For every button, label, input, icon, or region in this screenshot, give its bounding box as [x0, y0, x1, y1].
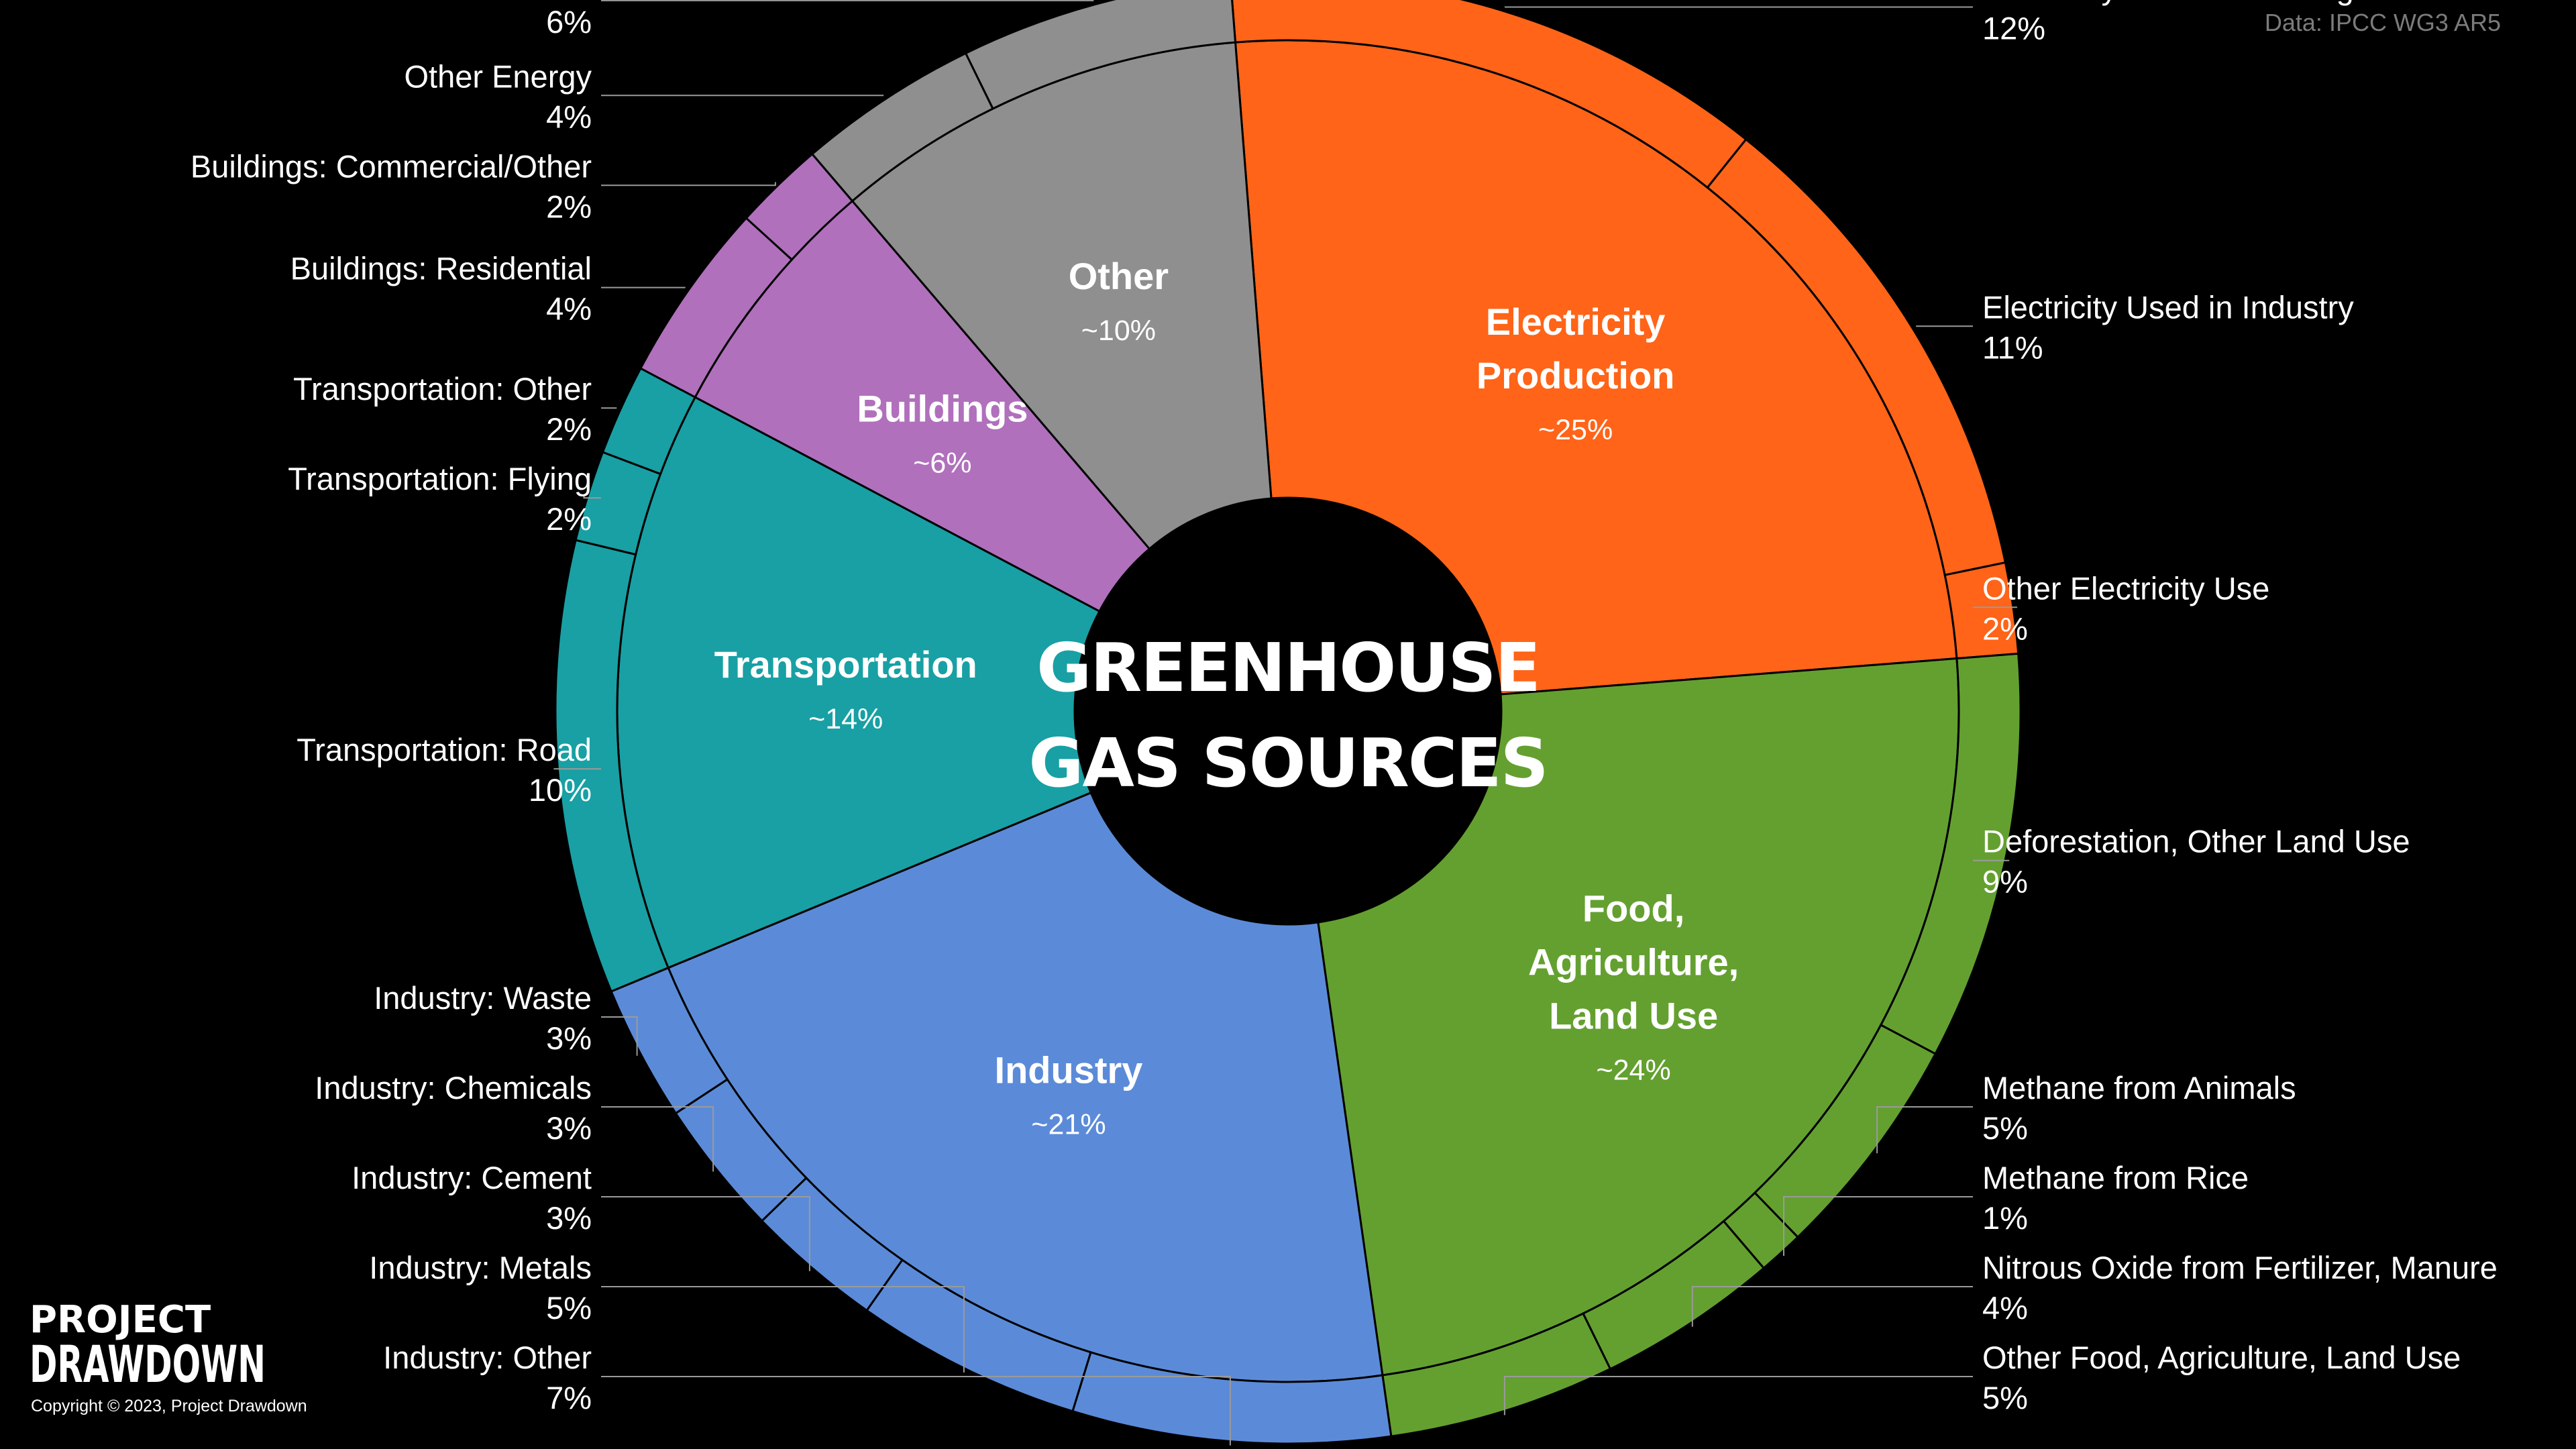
sub-value-transportation-other: 2%: [546, 411, 592, 447]
sub-value-other-energy: 4%: [546, 99, 592, 134]
sub-value-methane-from-rice: 1%: [1982, 1200, 2028, 1236]
category-label-buildings-line-1: Buildings: [857, 387, 1028, 429]
sub-value-electricity-used-in-industry: 11%: [1982, 329, 2043, 365]
category-percent-food-agriculture-land-use: ~24%: [1597, 1055, 1671, 1087]
category-label-food-agriculture-land-use-line-1: Food,: [1582, 888, 1684, 930]
sub-label-transportation-flying: Transportation: Flying: [288, 461, 592, 496]
sub-label-methane-from-rice: Methane from Rice: [1982, 1160, 2249, 1195]
sub-value-buildings-residential: 4%: [546, 291, 592, 327]
category-percent-buildings: ~6%: [913, 447, 971, 479]
category-percent-electricity-production: ~25%: [1538, 414, 1613, 446]
sub-value-buildings-commercial-other: 2%: [546, 189, 592, 224]
sub-value-industry-other: 7%: [546, 1380, 592, 1415]
sub-label-buildings-commercial-other: Buildings: Commercial/Other: [191, 148, 592, 184]
category-percent-transportation: ~14%: [808, 703, 883, 735]
category-label-electricity-production-line-2: Production: [1477, 354, 1675, 396]
subsegment-flaring-fugitive: [964, 0, 1237, 110]
sub-label-industry-metals: Industry: Metals: [369, 1250, 592, 1285]
category-label-electricity-production-line-1: Electricity: [1486, 301, 1666, 343]
sub-value-transportation-flying: 2%: [546, 501, 592, 537]
center-disc: [1075, 498, 1501, 924]
sub-label-industry-chemicals: Industry: Chemicals: [315, 1070, 592, 1106]
sub-value-methane-from-animals: 5%: [1982, 1110, 2028, 1146]
sub-value-deforestation-other-land-use: 9%: [1982, 864, 2028, 900]
sub-label-industry-cement: Industry: Cement: [352, 1160, 592, 1195]
sub-label-industry-waste: Industry: Waste: [374, 980, 592, 1016]
sub-label-deforestation-other-land-use: Deforestation, Other Land Use: [1982, 824, 2410, 859]
center-title-line-1: GREENHOUSE: [1036, 629, 1540, 707]
leader-line-industry-metals: [601, 1286, 965, 1373]
sub-value-industry-metals: 5%: [546, 1290, 592, 1326]
copyright-text: Copyright © 2023, Project Drawdown: [31, 1397, 307, 1415]
sub-value-industry-chemicals: 3%: [546, 1110, 592, 1146]
category-percent-other: ~10%: [1081, 315, 1156, 347]
leader-line-methane-from-animals: [1876, 1106, 1973, 1154]
sub-label-industry-other: Industry: Other: [383, 1340, 592, 1375]
sub-value-transportation-road: 10%: [529, 772, 592, 808]
leader-line-nitrous-oxide-from-fertilizer-manure: [1691, 1286, 1973, 1327]
sub-label-methane-from-animals: Methane from Animals: [1982, 1070, 2296, 1106]
sub-value-other-food-agriculture-land-use: 5%: [1982, 1380, 2028, 1415]
sub-label-transportation-road: Transportation: Road: [297, 732, 592, 767]
category-label-food-agriculture-land-use-line-3: Land Use: [1549, 995, 1718, 1037]
sub-label-other-energy: Other Energy: [404, 58, 592, 94]
sub-label-other-electricity-use: Other Electricity Use: [1982, 570, 2269, 606]
category-label-transportation-line-1: Transportation: [714, 643, 977, 686]
leader-line-industry-other: [601, 1376, 1231, 1446]
sub-value-industry-waste: 3%: [546, 1020, 592, 1056]
sub-label-nitrous-oxide-from-fertilizer-manure: Nitrous Oxide from Fertilizer, Manure: [1982, 1250, 2498, 1285]
leader-line-buildings-commercial-other: [601, 182, 776, 186]
sub-value-flaring-fugitive: 6%: [546, 4, 592, 40]
sub-label-transportation-other: Transportation: Other: [293, 371, 592, 407]
leader-lines: [553, 0, 2017, 1446]
chart-labels: Electricity Production ~25% Food, Agricultur…: [191, 0, 2498, 1415]
brand-drawdown: DRAWDOWN: [30, 1334, 266, 1394]
sub-label-electricity-used-in-industry: Electricity Used in Industry: [1982, 289, 2354, 325]
leader-line-industry-cement: [601, 1196, 810, 1271]
leader-line-industry-chemicals: [601, 1106, 714, 1172]
data-source-note: Data: IPCC WG3 AR5: [2265, 9, 2501, 36]
sub-value-electricity-used-in-buildings: 12%: [1982, 11, 2045, 46]
category-label-other-line-1: Other: [1069, 255, 1169, 297]
category-percent-industry: ~21%: [1031, 1108, 1106, 1140]
leader-line-industry-waste: [601, 1016, 638, 1056]
sub-value-industry-cement: 3%: [546, 1200, 592, 1236]
category-label-industry-line-1: Industry: [995, 1049, 1143, 1091]
chart-segments: [554, 0, 2022, 1445]
sub-value-nitrous-oxide-from-fertilizer-manure: 4%: [1982, 1290, 2028, 1326]
leader-line-methane-from-rice: [1783, 1196, 1973, 1256]
sub-value-other-electricity-use: 2%: [1982, 610, 2028, 646]
center-title-line-2: GAS SOURCES: [1028, 724, 1547, 802]
sub-label-other-food-agriculture-land-use: Other Food, Agriculture, Land Use: [1982, 1340, 2461, 1375]
category-label-food-agriculture-land-use-line-2: Agriculture,: [1528, 941, 1739, 983]
leader-line-transportation-flying: [583, 494, 601, 499]
brand-project: PROJECT: [30, 1298, 211, 1342]
leader-line-other-food-agriculture-land-use: [1503, 1376, 1973, 1415]
sub-label-buildings-residential: Buildings: Residential: [290, 251, 592, 286]
sub-label-electricity-used-in-buildings: Electricity Used in Buildings: [1982, 0, 2369, 6]
